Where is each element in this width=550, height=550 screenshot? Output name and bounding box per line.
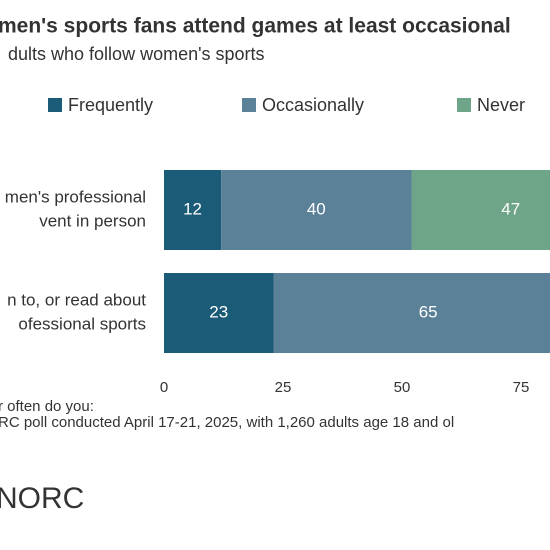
bar-segment [221, 170, 412, 250]
note: r often do you: [0, 398, 94, 415]
category-label: vent in person [39, 211, 146, 230]
chart-subtitle: dults who follow women's sports [8, 44, 265, 64]
x-tick-label: 75 [513, 379, 530, 396]
data-label: 23 [209, 302, 228, 321]
legend-swatch [457, 98, 471, 112]
bar-segment [411, 170, 550, 250]
legend-swatch [242, 98, 256, 112]
x-tick-label: 25 [275, 379, 292, 396]
legend-label: Frequently [68, 95, 153, 115]
data-label: 65 [419, 302, 438, 321]
data-label: 12 [183, 199, 202, 218]
bar-segment [164, 273, 274, 353]
chart-title: men's sports fans attend games at least … [0, 15, 511, 38]
x-tick-label: 50 [394, 379, 411, 396]
legend-label: Never [477, 95, 525, 115]
note: RC poll conducted April 17-21, 2025, wit… [0, 414, 454, 431]
category-label: n to, or read about [7, 290, 146, 309]
legend-swatch [48, 98, 62, 112]
bar-segment [164, 170, 222, 250]
data-label: 47 [501, 199, 520, 218]
data-label: 40 [307, 199, 326, 218]
source-logo: NORC [0, 482, 84, 515]
category-label: men's professional [5, 187, 146, 206]
category-label: ofessional sports [18, 314, 146, 333]
bar-segment [273, 273, 550, 353]
x-tick-label: 0 [160, 379, 168, 396]
legend-label: Occasionally [262, 95, 364, 115]
